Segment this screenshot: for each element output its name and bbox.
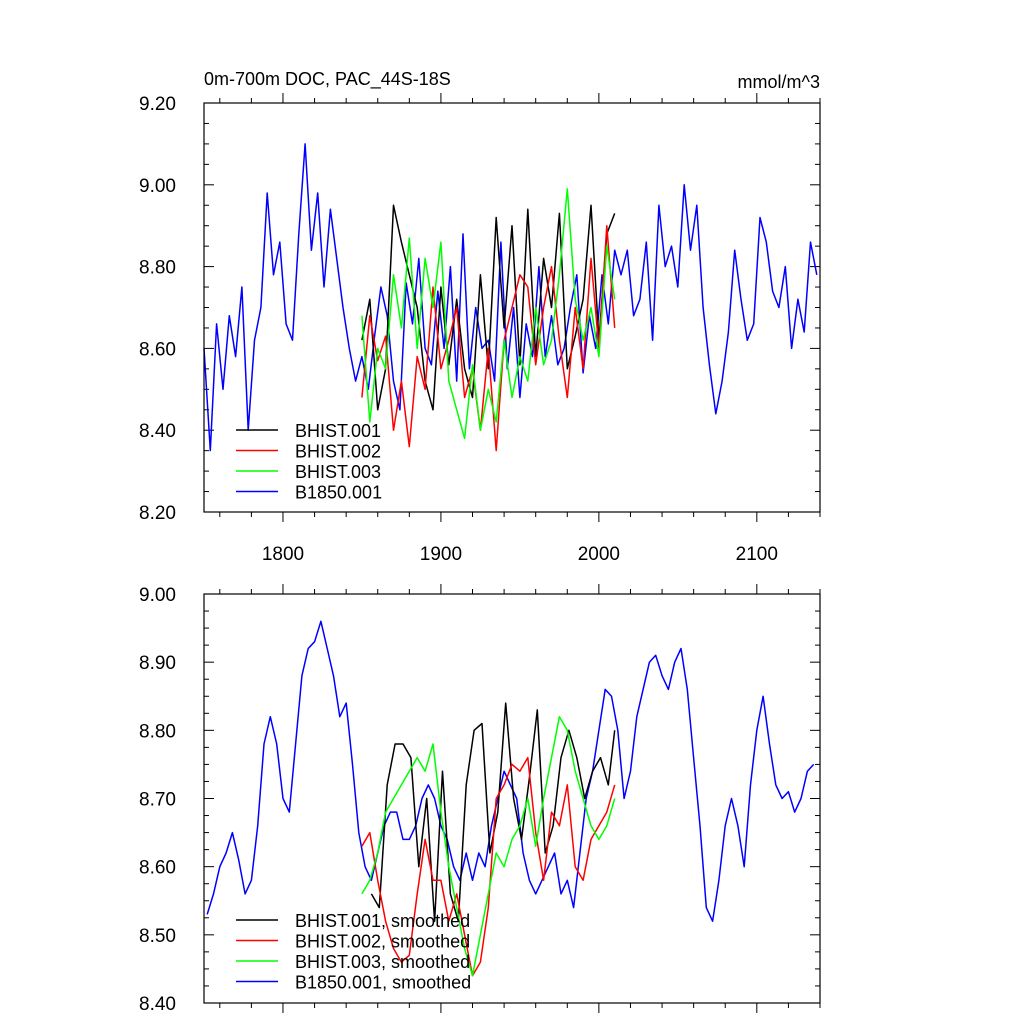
top-xtick-label: 1900: [420, 544, 462, 565]
bottom-series-line-3: [361, 715, 616, 977]
top-series-line-4: [203, 143, 818, 452]
bottom-legend-label: B1850.001, smoothed: [295, 973, 471, 993]
bottom-series-line-1: [370, 702, 616, 922]
top-ytick-label: 9.00: [139, 176, 176, 197]
top-legend-label: BHIST.003: [295, 462, 381, 482]
top-ytick-label: 8.40: [139, 421, 176, 442]
top-ytick-label: 8.20: [139, 503, 176, 524]
bottom-ytick-label: 8.60: [139, 858, 176, 879]
bottom-panel: 8.40 8.50 8.60 8.70 8.80 8.90 9.00 BHIST.001, …: [139, 584, 821, 1015]
top-xtick-label: 1800: [262, 544, 304, 565]
bottom-ytick-label: 8.40: [139, 994, 176, 1015]
top-xtick-label: 2000: [578, 544, 620, 565]
top-ytick-label: 8.60: [139, 339, 176, 360]
bottom-axes: 8.40 8.50 8.60 8.70 8.80 8.90 9.00: [139, 584, 821, 1015]
bottom-ytick-label: 9.00: [139, 585, 176, 606]
top-series-line-3: [361, 188, 616, 440]
bottom-ytick-label: 8.70: [139, 790, 176, 811]
top-legend-label: BHIST.001: [295, 421, 381, 441]
top-legend-label: B1850.001: [295, 483, 382, 503]
bottom-ytick-label: 8.80: [139, 721, 176, 742]
bottom-legend-label: BHIST.003, smoothed: [295, 952, 470, 972]
bottom-ytick-label: 8.50: [139, 926, 176, 947]
chart-title: 0m-700m DOC, PAC_44S-18S: [204, 69, 451, 90]
top-plot-frame: [203, 102, 821, 513]
top-legend-label: BHIST.002: [295, 442, 381, 462]
bottom-series-line-2: [361, 756, 616, 977]
top-ytick-label: 9.20: [139, 94, 176, 115]
top-series-line-2: [361, 224, 616, 452]
top-series-line-1: [361, 204, 616, 411]
bottom-legend-label: BHIST.002, smoothed: [295, 932, 470, 952]
bottom-series-line-4: [206, 620, 815, 922]
bottom-plot-area: [206, 620, 815, 977]
bottom-ytick-label: 8.90: [139, 653, 176, 674]
top-axes: 8.20 8.40 8.60 8.80 9.00 9.20 1800 1900 2000 2100: [139, 93, 821, 565]
bottom-plot-frame: [203, 593, 821, 1004]
units-label: mmol/m^3: [738, 72, 820, 92]
top-plot-area: [203, 143, 818, 452]
bottom-legend-label: BHIST.001, smoothed: [295, 911, 470, 931]
top-panel: 0m-700m DOC, PAC_44S-18S mmol/m^3 8.208.…: [139, 69, 821, 565]
top-xtick-label: 2100: [736, 544, 778, 565]
top-ytick-label: 8.80: [139, 258, 176, 279]
